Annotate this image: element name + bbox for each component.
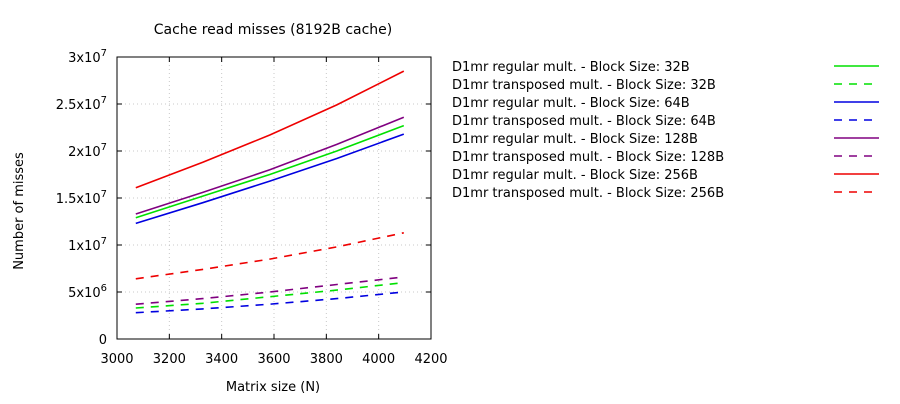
x-tick-label: 3800 (310, 352, 343, 367)
y-tick-label: 3x107 (68, 48, 107, 66)
legend: D1mr regular mult. - Block Size: 32B D1mr… (452, 60, 879, 201)
y-tick-label: 2x107 (68, 142, 107, 160)
legend-label: D1mr transposed mult. - Block Size: 64B (452, 114, 716, 129)
y-tick-exponent: 7 (101, 236, 107, 247)
y-tick-label: 0 (99, 333, 107, 348)
legend-label: D1mr transposed mult. - Block Size: 128B (452, 150, 724, 165)
series-line-1 (135, 124, 405, 219)
x-axis-title: Matrix size (N) (226, 380, 320, 395)
chart-title: Cache read misses (8192B cache) (154, 22, 393, 38)
series-line-3 (135, 133, 405, 225)
y-tick-mantissa: 0 (99, 333, 107, 348)
y-tick-exponent: 6 (101, 283, 107, 294)
y-tick-exponent: 7 (101, 48, 107, 59)
series-line-8 (135, 232, 404, 280)
series-line-6 (135, 276, 404, 305)
y-tick-mantissa: 1x10 (68, 239, 101, 254)
y-tick-label: 1.5x107 (56, 189, 107, 207)
x-tick-label: 4000 (362, 352, 395, 367)
x-tick-label: 4200 (414, 352, 447, 367)
y-tick-mantissa: 2.5x10 (56, 98, 101, 113)
y-tick-exponent: 7 (101, 189, 107, 200)
legend-label: D1mr regular mult. - Block Size: 256B (452, 168, 698, 183)
legend-label: D1mr transposed mult. - Block Size: 256B (452, 186, 724, 201)
legend-label: D1mr transposed mult. - Block Size: 32B (452, 78, 716, 93)
y-tick-mantissa: 1.5x10 (56, 192, 101, 207)
axis-ticks: 3000 3200 3400 3600 3800 4000 420005x1061x1071… (56, 48, 448, 367)
y-tick-label: 2.5x107 (56, 95, 107, 113)
series-lines (135, 70, 405, 314)
legend-label: D1mr regular mult. - Block Size: 64B (452, 96, 690, 111)
x-tick-label: 3000 (100, 352, 133, 367)
series-line-4 (135, 291, 404, 314)
y-tick-mantissa: 3x10 (68, 51, 101, 66)
y-tick-label: 1x107 (68, 236, 107, 254)
y-tick-label: 5x106 (68, 283, 107, 301)
x-tick-label: 3400 (205, 352, 238, 367)
y-axis-title: Number of misses (12, 152, 27, 270)
series-line-7 (135, 70, 405, 189)
y-tick-exponent: 7 (101, 142, 107, 153)
legend-label: D1mr regular mult. - Block Size: 32B (452, 60, 690, 75)
y-tick-mantissa: 5x10 (68, 286, 101, 301)
y-tick-exponent: 7 (101, 95, 107, 106)
x-tick-label: 3600 (257, 352, 290, 367)
legend-label: D1mr regular mult. - Block Size: 128B (452, 132, 698, 147)
plot-area-border (116, 56, 432, 340)
series-line-5 (135, 116, 405, 215)
x-tick-label: 3200 (153, 352, 186, 367)
y-tick-mantissa: 2x10 (68, 145, 101, 160)
